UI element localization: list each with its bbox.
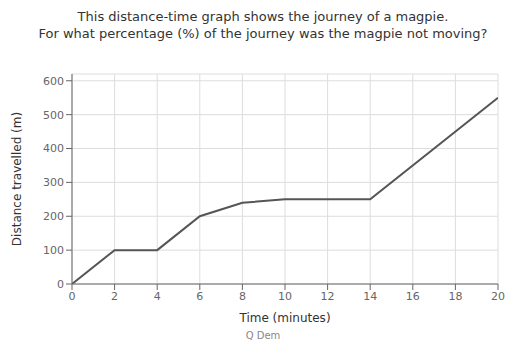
html-text:This distance-time graph shows: This distance-time graph shows the journ… xyxy=(77,9,449,24)
html-text:For what percentage (%) of the: For what percentage (%) of the journey w… xyxy=(38,26,488,41)
svg-text:100: 100 xyxy=(43,244,64,257)
svg-text:200: 200 xyxy=(43,210,64,223)
svg-text:18: 18 xyxy=(448,290,462,303)
svg-text:Distance travelled (m): Distance travelled (m) xyxy=(10,112,24,246)
svg-text:14: 14 xyxy=(363,290,377,303)
svg-text:500: 500 xyxy=(43,109,64,122)
svg-text:0: 0 xyxy=(69,290,76,303)
svg-text:12: 12 xyxy=(321,290,335,303)
svg-text:0: 0 xyxy=(57,278,64,291)
svg-text:8: 8 xyxy=(239,290,246,303)
svg-text:10: 10 xyxy=(278,290,292,303)
svg-text:16: 16 xyxy=(406,290,420,303)
svg-text:300: 300 xyxy=(43,176,64,189)
svg-text:6: 6 xyxy=(196,290,203,303)
svg-text:2: 2 xyxy=(111,290,118,303)
svg-text:20: 20 xyxy=(491,290,505,303)
svg-text:400: 400 xyxy=(43,142,64,155)
svg-text:Time (minutes): Time (minutes) xyxy=(238,311,330,325)
svg-text:600: 600 xyxy=(43,75,64,88)
svg-text:4: 4 xyxy=(154,290,161,303)
html-text:Q Dem: Q Dem xyxy=(245,330,281,341)
